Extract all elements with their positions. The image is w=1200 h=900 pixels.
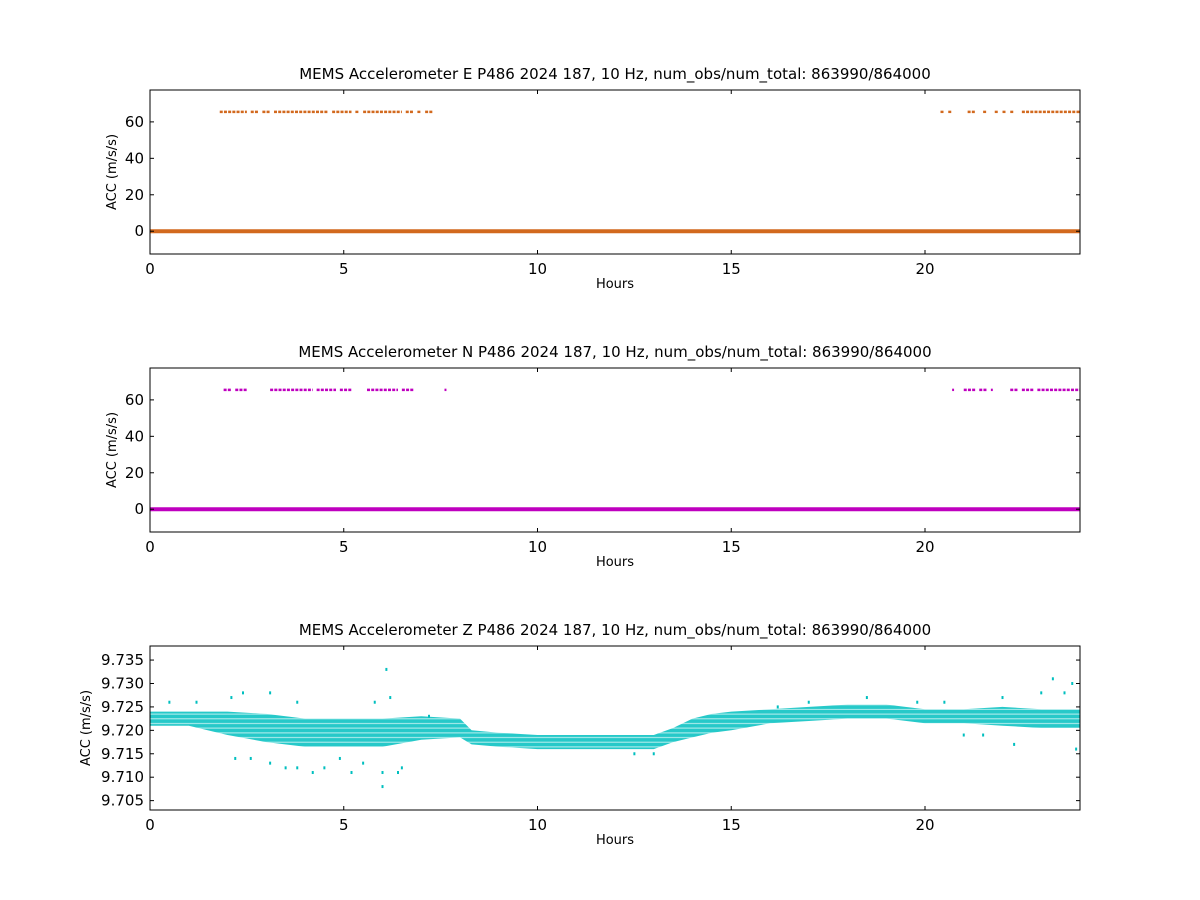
outlier-point-2: [230, 696, 233, 700]
outlier-point-19: [385, 667, 388, 671]
y-axis-label: ACC (m/s/s): [105, 412, 120, 488]
outlier-point-26: [776, 705, 779, 709]
outlier-point-13: [338, 756, 341, 760]
x-tick-label-4: 20: [915, 260, 934, 278]
y-axis-label: ACC (m/s/s): [79, 690, 94, 766]
outlier-point-3: [242, 691, 244, 695]
x-axis-label: Hours: [596, 555, 634, 570]
y-tick-label-6: 9.735: [101, 651, 144, 669]
y-tick-label-2: 40: [125, 427, 144, 445]
y-tick-label-3: 60: [125, 391, 144, 409]
axes-frame: [149, 645, 1081, 811]
outlier-point-28: [865, 696, 868, 700]
x-ticks: 0 5 10 15 20: [145, 646, 935, 834]
x-tick-label-3: 15: [722, 816, 741, 834]
y-tick-label-0: 0: [134, 222, 144, 240]
y-tick-label-1: 20: [125, 464, 144, 482]
outlier-point-29: [916, 700, 919, 704]
x-tick-label-0: 0: [145, 260, 155, 278]
outlier-point-38: [1071, 681, 1074, 685]
x-axis-label: Hours: [596, 833, 634, 848]
y-tick-label-2: 40: [125, 149, 144, 167]
plot-area: [150, 388, 1080, 512]
y-ticks: 0 20 40 60: [125, 391, 1080, 518]
x-tick-label-1: 5: [339, 260, 349, 278]
outlier-point-33: [1001, 696, 1004, 700]
chart-e: 0 5 10 15 20 0 20 40 60 MEMS Accelerometer E P486…: [105, 65, 1081, 292]
y-tick-label-1: 20: [125, 186, 144, 204]
outlier-point-14: [350, 771, 353, 775]
outlier-point-31: [962, 733, 965, 737]
outlier-point-25: [652, 752, 655, 756]
y-axis-label: ACC (m/s/s): [105, 134, 120, 210]
y-tick-label-1: 9.710: [101, 768, 144, 786]
outlier-point-21: [397, 771, 399, 775]
chart-title: MEMS Accelerometer E P486 2024 187, 10 H…: [299, 65, 931, 84]
x-tick-label-2: 10: [528, 260, 547, 278]
x-tick-label-0: 0: [145, 816, 155, 834]
outlier-point-8: [284, 766, 287, 770]
outlier-point-27: [807, 700, 810, 704]
y-ticks: 0 20 40 60: [125, 113, 1080, 240]
outlier-point-11: [311, 771, 314, 775]
chart-title: MEMS Accelerometer N P486 2024 187, 10 H…: [298, 343, 931, 362]
x-tick-label-2: 10: [528, 816, 547, 834]
y-tick-label-2: 9.715: [101, 745, 144, 763]
outlier-point-9: [296, 700, 299, 704]
outlier-point-12: [323, 766, 326, 770]
outlier-points: [168, 667, 1078, 789]
outlier-point-35: [1040, 691, 1043, 695]
outlier-point-23: [428, 714, 430, 718]
outlier-point-10: [296, 766, 299, 770]
outlier-point-0: [168, 700, 171, 704]
outlier-point-34: [1013, 742, 1016, 746]
outlier-point-7: [269, 761, 272, 765]
y-tick-label-4: 9.725: [101, 698, 144, 716]
outlier-point-18: [381, 785, 384, 789]
y-tick-label-3: 9.720: [101, 721, 144, 739]
outlier-point-36: [1051, 677, 1054, 681]
x-tick-label-3: 15: [722, 260, 741, 278]
outlier-point-32: [982, 733, 985, 737]
axes-frame: [149, 367, 1081, 533]
x-axis-label: Hours: [596, 277, 634, 292]
outlier-point-16: [373, 700, 376, 704]
axes-frame: [149, 89, 1081, 255]
chart-z: 0 5 10 15 209.7059.7109.7159.7209.7259.7309.…: [79, 621, 1081, 848]
outlier-point-5: [249, 756, 252, 760]
x-ticks: 0 5 10 15 20: [145, 368, 935, 556]
outlier-point-37: [1063, 691, 1066, 695]
x-tick-label-1: 5: [339, 816, 349, 834]
x-tick-label-1: 5: [339, 538, 349, 556]
x-ticks: 0 5 10 15 20: [145, 90, 935, 278]
y-tick-label-5: 9.730: [101, 674, 144, 692]
y-tick-label-3: 60: [125, 113, 144, 131]
outlier-point-1: [195, 700, 198, 704]
outlier-point-4: [234, 756, 237, 760]
plot-area: [150, 652, 1080, 809]
outlier-point-30: [943, 700, 946, 704]
x-tick-label-2: 10: [528, 538, 547, 556]
outlier-point-6: [269, 691, 272, 695]
chart-title: MEMS Accelerometer Z P486 2024 187, 10 H…: [299, 621, 931, 640]
chart-n: 0 5 10 15 20 0 20 40 60 MEMS Accelerometer N P486…: [105, 343, 1081, 570]
outlier-point-22: [400, 766, 403, 770]
x-tick-label-3: 15: [722, 538, 741, 556]
outlier-point-39: [1075, 747, 1078, 751]
x-tick-label-4: 20: [915, 538, 934, 556]
outlier-point-15: [362, 761, 365, 765]
y-tick-label-0: 0: [134, 500, 144, 518]
x-tick-label-4: 20: [915, 816, 934, 834]
outlier-point-17: [381, 771, 384, 775]
plot-area: [150, 110, 1080, 234]
outlier-point-20: [389, 696, 392, 700]
quantization-lines: [150, 652, 1080, 809]
y-tick-label-0: 9.705: [101, 792, 144, 810]
outlier-point-24: [633, 752, 636, 756]
x-tick-label-0: 0: [145, 538, 155, 556]
y-ticks: 9.705 9.710 9.715 9.720 9.725 9.730 9.735: [101, 651, 1080, 810]
